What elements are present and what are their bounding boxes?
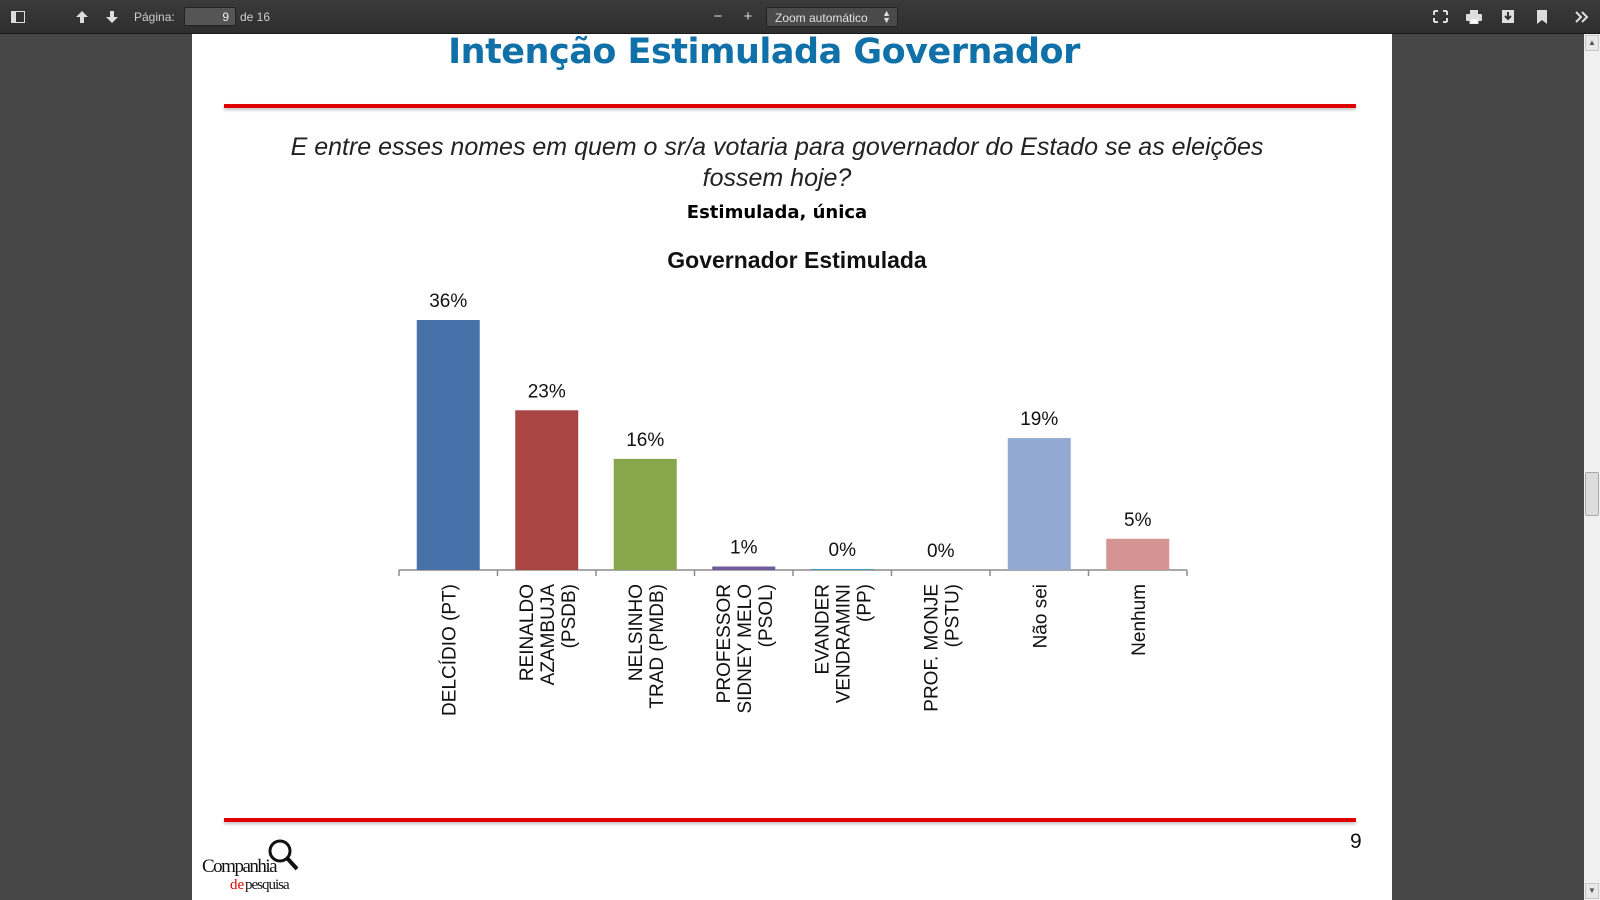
zoom-select-value: Zoom automático [775, 11, 868, 25]
category-label: (PP) [854, 584, 875, 622]
scroll-down-arrow-icon[interactable]: ▼ [1585, 883, 1599, 899]
survey-question-line-2: fossem hoje? [702, 164, 852, 192]
data-label: 5% [1124, 510, 1152, 531]
download-icon[interactable] [1494, 0, 1522, 33]
next-page-icon[interactable] [98, 0, 126, 33]
question-qualifier: Estimulada, única [686, 202, 868, 223]
category-label: EVANDER [812, 584, 833, 674]
bar [416, 320, 480, 570]
bar [613, 458, 677, 570]
category-label: (PSDB) [559, 584, 580, 648]
bottom-divider [224, 818, 1356, 822]
bar [712, 566, 776, 570]
zoom-in-icon: + [743, 8, 753, 25]
category-label: REINALDO [517, 584, 538, 681]
data-label: 19% [1020, 409, 1058, 430]
zoom-out-button[interactable]: − [704, 0, 732, 33]
category-label: (PSOL) [756, 584, 777, 647]
logo-text-pesquisa: pesquisa [245, 877, 290, 893]
data-label: 1% [730, 538, 758, 559]
survey-question: E entre esses nomes em quem o sr/a votar… [262, 132, 1292, 194]
slide-page-number: 9 [1350, 830, 1362, 853]
page-count: de 16 [240, 9, 271, 24]
company-logo: Companhia de pesquisa [202, 839, 299, 893]
bar [810, 568, 874, 570]
chart-title: Governador Estimulada [667, 247, 927, 273]
vertical-scrollbar[interactable]: ▲ ▼ [1584, 34, 1600, 900]
data-label: 0% [927, 541, 955, 562]
magnifier-icon [268, 839, 292, 863]
slide-title: Intenção Estimulada Governador [448, 34, 1080, 72]
bar-chart: Governador Estimulada 36% DELCÍDIO (PT) 23%… [398, 247, 1188, 716]
category-label: PROFESSOR [714, 584, 735, 703]
bar [1007, 438, 1071, 570]
bar [515, 410, 579, 570]
bookmark-icon[interactable] [1528, 0, 1556, 33]
page-number-input[interactable] [184, 7, 236, 26]
logo-text-companhia: Companhia [202, 856, 278, 877]
more-tools-icon[interactable] [1568, 0, 1596, 33]
category-label: Nenhum [1129, 584, 1150, 656]
top-divider [224, 104, 1356, 108]
pdf-viewer-toolbar: Página: de 16 − + Zoom automático ▲▼ [0, 0, 1600, 34]
category-label: TRAD (PMDB) [647, 584, 668, 709]
category-label: AZAMBUJA [538, 584, 559, 686]
print-icon[interactable] [1460, 0, 1488, 33]
logo-text-de: de [230, 877, 245, 893]
survey-question-line-1: E entre esses nomes em quem o sr/a votar… [290, 133, 1264, 161]
category-label: NELSINHO [626, 584, 647, 681]
zoom-in-button[interactable]: + [734, 0, 762, 33]
previous-page-icon[interactable] [68, 0, 96, 33]
category-label: Não sei [1030, 584, 1051, 648]
sidebar-toggle-icon[interactable] [4, 0, 32, 33]
data-label: 16% [626, 430, 664, 451]
category-label: (PSTU) [942, 584, 963, 647]
data-label: 0% [829, 540, 857, 561]
category-label: DELCÍDIO (PT) [439, 584, 460, 716]
bar [1106, 538, 1170, 570]
zoom-out-icon: − [713, 8, 723, 25]
pdf-page: Intenção Estimulada Governador E entre e… [192, 34, 1392, 900]
category-label: PROF. MONJE [921, 584, 942, 712]
select-arrows-icon: ▲ ▼ [882, 8, 891, 25]
page-label: Página: [134, 9, 175, 24]
category-label: SIDNEY MELO [735, 584, 756, 714]
data-label: 23% [528, 381, 566, 402]
scroll-up-arrow-icon[interactable]: ▲ [1585, 35, 1599, 51]
zoom-select[interactable]: Zoom automático ▲ ▼ [766, 7, 898, 27]
data-label: 36% [429, 291, 467, 312]
scrollbar-thumb[interactable] [1585, 472, 1599, 516]
presentation-mode-icon[interactable] [1426, 0, 1454, 33]
category-label: VENDRAMINI [833, 584, 854, 703]
